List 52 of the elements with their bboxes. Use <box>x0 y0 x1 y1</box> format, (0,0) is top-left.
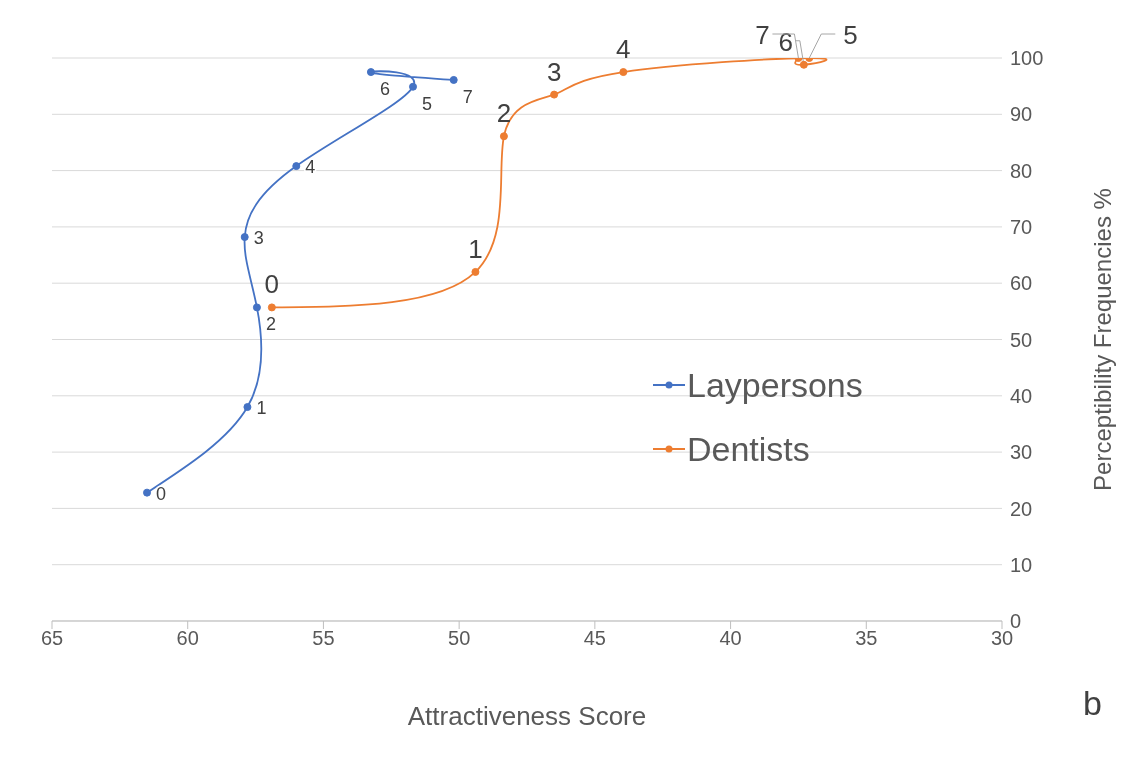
annotation: 1 <box>468 233 483 264</box>
x-tick-label: 65 <box>40 627 64 650</box>
y-tick-label: 10 <box>1010 553 1033 576</box>
y-tick-label: 80 <box>1010 159 1033 182</box>
x-tick-label: 60 <box>176 627 199 650</box>
y-axis-title: Perceptibility Frequencies % <box>1088 188 1116 491</box>
point <box>243 403 252 412</box>
annotation: 3 <box>546 56 562 87</box>
annotation: 7 <box>755 20 770 50</box>
point <box>366 68 375 77</box>
y-tick-label: 60 <box>1010 272 1033 295</box>
point <box>252 303 261 312</box>
point <box>143 488 151 497</box>
x-tick-label: 55 <box>312 627 335 650</box>
point <box>550 90 559 99</box>
x-axis-title: Attractiveness Score <box>407 701 647 731</box>
point <box>499 132 508 141</box>
annotation: 7 <box>462 86 473 107</box>
y-tick-label: 70 <box>1010 216 1033 238</box>
y-tick-label: 20 <box>1010 497 1033 520</box>
annotation: 3 <box>253 228 264 249</box>
legend-label: Laypersons <box>687 365 863 405</box>
text: b <box>1083 684 1102 723</box>
legend-label: Dentists <box>687 429 810 469</box>
annotation: 5 <box>422 93 433 114</box>
x-tick-label: 50 <box>448 627 471 650</box>
y-tick-label: 40 <box>1010 384 1033 407</box>
annotation: 4 <box>305 157 316 178</box>
annotation: 1 <box>256 398 267 419</box>
annotation: 4 <box>616 34 631 65</box>
x-tick-label: 40 <box>719 627 742 650</box>
x-tick-label: 45 <box>583 627 606 650</box>
y-tick-label: 30 <box>1010 441 1033 464</box>
point <box>409 82 417 91</box>
annotation: 0 <box>264 269 280 300</box>
point <box>619 68 628 77</box>
point <box>471 267 480 276</box>
point <box>292 162 301 171</box>
point <box>449 75 458 84</box>
annotation: 5 <box>843 20 858 50</box>
y-tick-label: 90 <box>1010 103 1033 126</box>
annotation: 2 <box>496 98 512 129</box>
point <box>240 233 249 242</box>
y-tick-label: 50 <box>1010 328 1033 351</box>
annotation: 6 <box>778 26 794 57</box>
point <box>799 60 808 69</box>
annotation: 2 <box>265 314 276 335</box>
y-tick-label: 100 <box>1010 47 1044 70</box>
annotation: 6 <box>379 79 390 100</box>
x-tick-label: 35 <box>855 627 878 650</box>
annotation: 0 <box>156 483 167 504</box>
point <box>267 303 276 312</box>
